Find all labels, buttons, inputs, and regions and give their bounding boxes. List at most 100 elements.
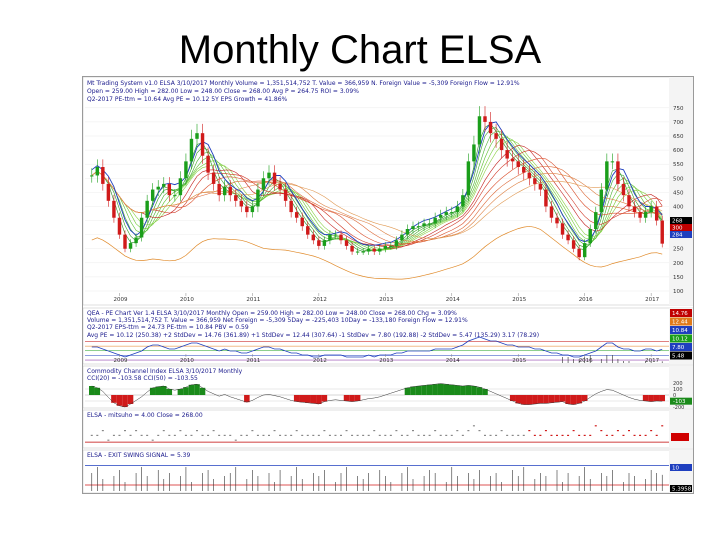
cci-bar bbox=[648, 395, 654, 402]
cci-bar bbox=[515, 395, 521, 404]
cci-bar bbox=[437, 383, 444, 395]
candle-body bbox=[516, 161, 520, 167]
pe-side-tag bbox=[670, 351, 692, 360]
cci-bar bbox=[421, 385, 427, 395]
candle-body bbox=[389, 245, 393, 247]
price-side-tag bbox=[670, 224, 692, 231]
trading-chart: Mt Trading System v1.0 ELSA 3/10/2017 Mo… bbox=[83, 77, 693, 493]
candle-body bbox=[350, 245, 354, 252]
cci-bar bbox=[127, 395, 134, 404]
candle-body bbox=[355, 251, 360, 253]
price-grid bbox=[85, 107, 669, 292]
cci-bar bbox=[521, 395, 527, 405]
year-label: 2014 bbox=[446, 358, 460, 364]
candle-body bbox=[522, 167, 526, 173]
candle-body bbox=[594, 212, 598, 229]
candle-body bbox=[427, 223, 432, 225]
candle-body bbox=[95, 167, 100, 176]
pe-side-tag-label: 7.80 bbox=[672, 345, 685, 351]
cci-bar bbox=[293, 395, 300, 402]
cci-bar bbox=[543, 395, 549, 404]
candle-body bbox=[383, 245, 388, 249]
candle-body bbox=[394, 240, 399, 246]
candle-body bbox=[156, 186, 160, 190]
cci-bar bbox=[548, 395, 555, 403]
cci-bar bbox=[316, 395, 322, 404]
cci-bar bbox=[559, 395, 566, 402]
year-label: 2010 bbox=[180, 358, 194, 364]
cci-panel: Commodity Channel Index ELSA 3/10/2017 M… bbox=[83, 365, 693, 411]
year-label: 2011 bbox=[246, 358, 260, 364]
candle-body bbox=[200, 133, 205, 156]
price-side-tag-label: 284 bbox=[672, 233, 683, 239]
swing-side-tag bbox=[670, 485, 692, 492]
cci-bar bbox=[149, 387, 156, 395]
cci-bar bbox=[460, 386, 466, 395]
cci-bar bbox=[122, 395, 128, 407]
candle-body bbox=[256, 189, 260, 207]
cci-bar bbox=[570, 395, 577, 405]
cci-bar bbox=[343, 395, 350, 401]
candle-body bbox=[289, 200, 293, 213]
candle-body bbox=[444, 212, 448, 215]
candle-body bbox=[627, 195, 631, 207]
candle-body bbox=[245, 206, 249, 213]
candle-body bbox=[222, 186, 227, 196]
candle-body bbox=[283, 189, 288, 201]
candle-body bbox=[544, 189, 548, 207]
candle-body bbox=[438, 214, 443, 218]
cci-bar bbox=[471, 386, 477, 395]
candle-body bbox=[571, 240, 576, 249]
cci-bar bbox=[155, 386, 161, 395]
candle-body bbox=[267, 172, 271, 179]
price-side-tag-label: 300 bbox=[672, 226, 683, 232]
price-axis-bg bbox=[669, 77, 693, 305]
candle-body bbox=[173, 195, 177, 197]
cci-bar bbox=[443, 384, 449, 395]
cci-axis-label: 200 bbox=[673, 381, 683, 387]
cci-bar bbox=[576, 395, 582, 404]
cci-bar bbox=[194, 384, 200, 395]
moving-average-line bbox=[91, 170, 663, 239]
slide-title: Monthly Chart ELSA bbox=[178, 28, 542, 72]
candle-body bbox=[450, 212, 454, 214]
candle-body bbox=[616, 161, 620, 184]
price-panel: Mt Trading System v1.0 ELSA 3/10/2017 Mo… bbox=[83, 77, 693, 306]
price-panel-bg bbox=[83, 77, 693, 306]
candle-body bbox=[577, 248, 581, 258]
candle-body bbox=[483, 116, 487, 122]
cci-bar bbox=[509, 395, 516, 401]
moving-average-line bbox=[91, 133, 663, 251]
candle-body bbox=[422, 223, 426, 227]
price-axis-label: 650 bbox=[673, 134, 684, 140]
cci-side-tag bbox=[670, 397, 692, 405]
pe-header-line-1: QEA - PE Chart Ver 1.4 ELSA 3/10/2017 Mo… bbox=[87, 310, 457, 317]
candle-body bbox=[328, 234, 332, 241]
candle-body bbox=[344, 240, 349, 246]
swing-side-tag-label: 5.3958 bbox=[672, 487, 692, 493]
cci-axis-label: -200 bbox=[673, 405, 684, 411]
cci-bar bbox=[581, 395, 588, 401]
candle-body bbox=[510, 158, 515, 162]
chart-frame: Mt Trading System v1.0 ELSA 3/10/2017 Mo… bbox=[82, 76, 694, 494]
price-side-tag bbox=[670, 217, 692, 224]
candle-body bbox=[494, 133, 498, 139]
candle-body bbox=[477, 116, 482, 145]
cci-bar bbox=[305, 395, 311, 403]
price-axis-label: 500 bbox=[673, 176, 684, 182]
pe-side-tag bbox=[670, 326, 692, 334]
cci-bar bbox=[454, 385, 461, 395]
candle-body bbox=[134, 237, 138, 244]
swing-panel-bg bbox=[83, 449, 693, 493]
candle-body bbox=[411, 226, 415, 229]
cci-bar bbox=[183, 387, 189, 395]
cci-bar bbox=[349, 395, 355, 402]
candle-body bbox=[211, 172, 216, 184]
year-label: 2013 bbox=[379, 297, 393, 303]
pe-lines bbox=[85, 336, 669, 363]
pe-header-line-2: Volume = 1,351,514,752 T. Value = 366,95… bbox=[87, 317, 468, 324]
year-label: 2012 bbox=[313, 297, 327, 303]
candle-body bbox=[306, 226, 310, 235]
